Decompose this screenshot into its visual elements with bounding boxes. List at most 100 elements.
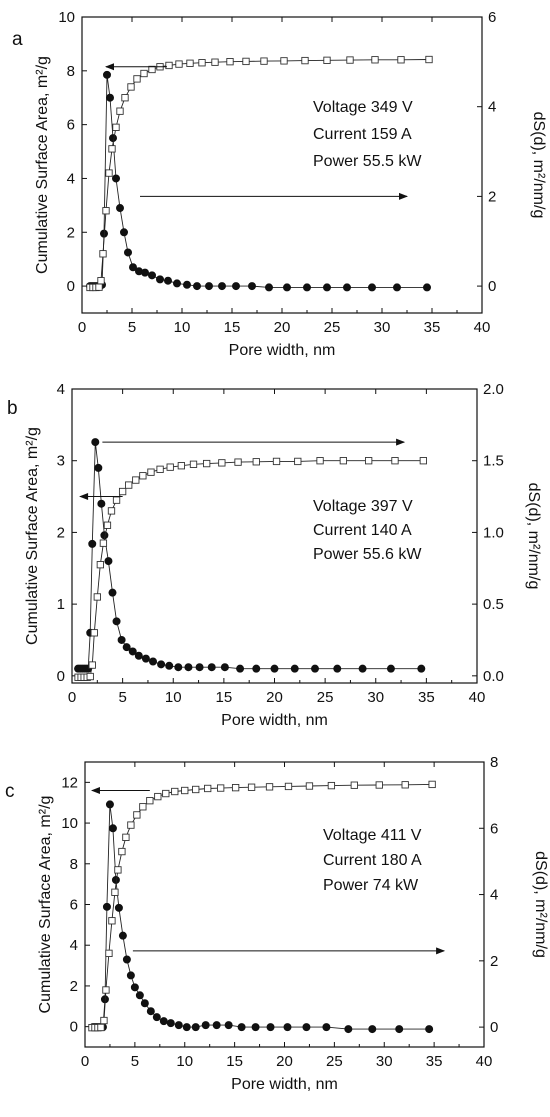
x-tick-label: 20 [276,1053,293,1070]
y-left-tick-label: 6 [70,897,78,914]
data-point-open [146,797,154,805]
data-point-filled [207,663,216,672]
annotation-line: Power 55.5 kW [313,153,422,170]
data-point-open [90,629,98,637]
data-point-open [316,457,324,465]
data-point-open [96,561,105,569]
x-axis-title: Pore width, nm [231,1076,338,1093]
y-left-tick-label: 1 [57,596,65,613]
data-point-open [301,56,309,65]
data-point-filled [195,663,204,672]
data-point-filled [116,204,125,213]
data-point-open [112,123,120,131]
data-point-open [189,460,198,468]
data-point-filled [270,664,279,673]
data-point-open [231,784,240,792]
data-point-open [339,457,347,465]
data-point-open [365,457,373,465]
data-point-filled [204,282,213,291]
data-point-open [375,781,383,789]
data-point-filled [141,654,150,663]
x-tick-label: 35 [424,319,441,336]
data-point-open [95,283,103,291]
y-right-tick-label: 8 [490,754,498,771]
data-point-open [103,521,112,529]
series-line-left [92,783,433,1029]
y-left-tick-label: 2 [70,978,78,995]
data-point-open [425,55,433,64]
x-tick-label: 30 [374,319,391,336]
data-point-open [97,277,105,285]
data-point-open [148,65,156,74]
data-point-open [122,833,130,841]
data-point-filled [122,955,131,964]
data-point-open [327,781,336,790]
data-point-open [102,207,110,215]
data-point-filled [106,93,115,102]
data-point-open [260,57,268,65]
data-point-filled [247,282,256,291]
data-point-open [93,593,101,601]
data-point-filled [344,1025,353,1034]
data-point-filled [117,635,126,644]
y-left-tick-label: 10 [61,815,78,832]
data-point-filled [224,1021,233,1030]
data-point-filled [134,651,143,660]
data-point-open [108,917,116,925]
data-point-open [116,107,124,115]
data-point-open [265,783,274,791]
data-point-open [147,468,155,476]
data-point-filled [105,800,114,809]
x-tick-label: 40 [476,1053,493,1070]
data-point-filled [112,174,121,183]
data-point-filled [192,282,201,291]
data-point-filled [114,903,123,912]
x-tick-label: 40 [474,319,491,336]
data-point-filled [191,1023,200,1032]
arrowhead [399,192,408,200]
panel-label: b [7,398,18,419]
annotation-line: Current 140 A [313,522,412,539]
data-point-open [97,1023,105,1032]
x-tick-label: 10 [176,1053,193,1070]
data-point-open [226,58,234,66]
data-point-filled [310,664,319,673]
y-left-tick-label: 6 [67,117,75,134]
y-right-tick-label: 4 [490,887,498,904]
y-left-tick-label: 2 [57,524,65,541]
data-point-open [198,59,206,67]
data-point-open [165,61,173,70]
x-tick-label: 5 [128,319,136,336]
y-right-axis-title: dS(d), m²/nm/g [530,112,547,219]
data-point-open [346,56,354,64]
data-point-open [99,539,108,547]
y-left-tick-label: 0 [70,1019,78,1036]
data-point-open [391,457,399,465]
data-point-filled [236,664,245,673]
data-point-open [112,496,121,504]
data-point-open [156,465,164,473]
data-point-open [218,459,226,467]
data-point-filled [231,282,240,291]
data-point-open [154,792,162,801]
data-point-filled [182,1023,191,1032]
data-point-filled [174,1021,183,1030]
data-point-open [419,457,427,465]
data-point-filled [122,643,131,652]
data-point-open [171,787,179,796]
data-point-filled [104,557,113,566]
data-point-filled [252,664,261,673]
data-point-filled [342,283,351,292]
data-point-filled [102,902,111,911]
data-point-filled [94,463,103,472]
data-point-open [272,457,281,466]
data-point-filled [302,283,311,292]
x-tick-label: 15 [224,319,241,336]
data-point-open [107,507,116,515]
y-right-tick-label: 0 [488,278,496,295]
data-point-open [105,949,113,958]
series-line-left [90,59,430,288]
data-point-filled [282,283,291,292]
annotation-line: Current 159 A [313,126,412,143]
